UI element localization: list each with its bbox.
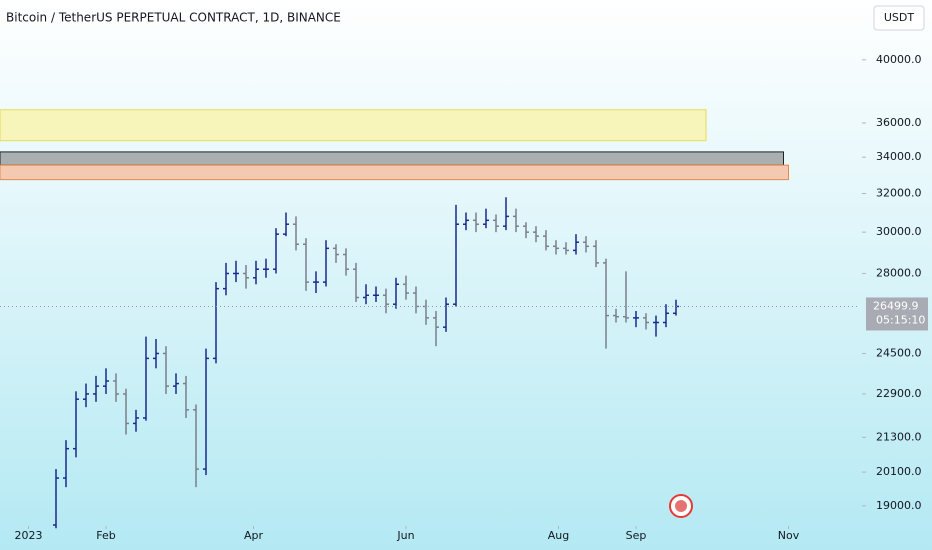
last-price-box: [866, 297, 928, 331]
y-tick-label: 21300.0: [876, 430, 922, 443]
last-price-label: 26499.9: [873, 299, 919, 312]
currency-button[interactable]: [873, 5, 925, 31]
price-zone: [0, 151, 784, 166]
plot: 40000.0 36000.0 34000.0 32000.0 30000.0 28000…: [0, 53, 928, 542]
x-tick-label: 2023: [15, 529, 43, 542]
chart-title: Bitcoin / TetherUS PERPETUAL CONTRACT, 1…: [6, 11, 341, 25]
y-tick-label: 30000.0: [876, 225, 922, 238]
x-tick-label: Nov: [778, 529, 800, 542]
y-tick-label: 22900.0: [876, 387, 922, 400]
price-zone: [0, 164, 789, 181]
y-tick-label: 28000.0: [876, 266, 922, 279]
x-tick-label: Sep: [626, 529, 647, 542]
x-tick-label: Apr: [244, 529, 264, 542]
x-tick-label: Aug: [548, 529, 569, 542]
x-tick-label: Jun: [396, 529, 414, 542]
price-zone: [0, 109, 707, 142]
flag-icon-inner: [675, 500, 687, 512]
y-tick-label: 36000.0: [876, 116, 922, 129]
y-tick-label: 19000.0: [876, 499, 922, 512]
y-tick-label: 20100.0: [876, 465, 922, 478]
countdown-label: 05:15:10: [876, 313, 925, 326]
y-tick-label: 24500.0: [876, 346, 922, 359]
y-tick-label: 40000.0: [876, 53, 922, 66]
currency-label[interactable]: USDT: [884, 11, 915, 24]
y-tick-label: 32000.0: [876, 186, 922, 199]
y-tick-label: 34000.0: [876, 150, 922, 163]
x-tick-label: Feb: [96, 529, 115, 542]
